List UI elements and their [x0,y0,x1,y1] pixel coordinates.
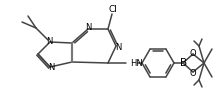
Text: O: O [190,49,196,57]
Text: N: N [85,24,91,33]
Text: O: O [190,68,196,77]
Text: N: N [46,38,52,47]
Text: HN: HN [130,59,143,68]
Text: B: B [180,58,188,68]
Text: N: N [48,63,54,73]
Text: Cl: Cl [109,6,117,15]
Text: N: N [115,43,121,52]
